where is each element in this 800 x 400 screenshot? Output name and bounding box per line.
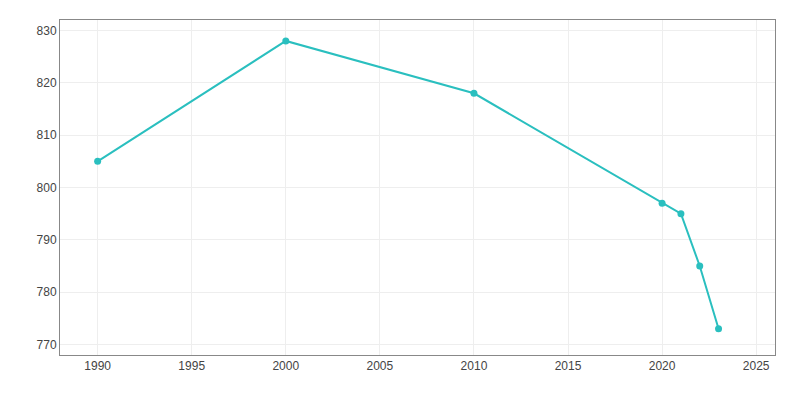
svg-text:1990: 1990 — [84, 359, 111, 373]
svg-text:2000: 2000 — [272, 359, 299, 373]
svg-text:1995: 1995 — [178, 359, 205, 373]
svg-text:2005: 2005 — [367, 359, 394, 373]
svg-text:780: 780 — [37, 285, 57, 299]
svg-text:770: 770 — [37, 338, 57, 352]
svg-text:2010: 2010 — [461, 359, 488, 373]
svg-text:830: 830 — [37, 24, 57, 38]
svg-text:2020: 2020 — [649, 359, 676, 373]
svg-text:790: 790 — [37, 233, 57, 247]
svg-text:2025: 2025 — [743, 359, 770, 373]
svg-text:2015: 2015 — [555, 359, 582, 373]
svg-text:820: 820 — [37, 76, 57, 90]
svg-text:810: 810 — [37, 128, 57, 142]
svg-text:800: 800 — [37, 181, 57, 195]
